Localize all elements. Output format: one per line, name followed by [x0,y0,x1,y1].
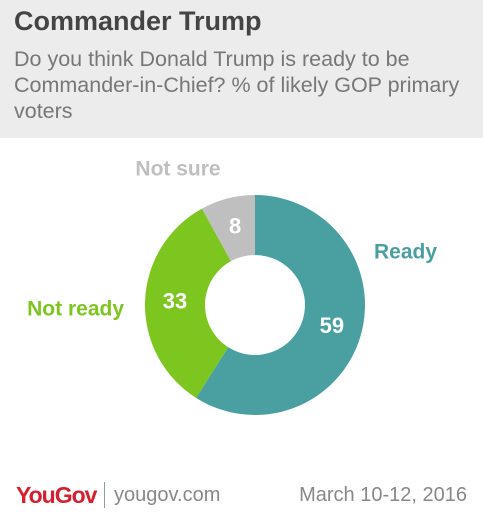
slice [202,195,255,262]
chart-title: Commander Trump [14,6,262,36]
value-label: 33 [163,288,187,313]
date: March 10-12, 2016 [299,484,467,506]
value-label: 59 [320,313,344,338]
brand-logo: YouGov [16,482,97,508]
category-label: Not ready [27,298,124,321]
value-label: 8 [229,213,241,238]
separator [104,482,105,508]
category-label: Ready [374,241,437,264]
chart-subtitle: Do you think Donald Trump is ready to be… [14,47,460,123]
header: Commander Trump Do you think Donald Trum… [0,0,483,138]
category-label: Not sure [135,158,220,181]
slice [196,194,366,415]
slice [144,208,231,398]
website: yougov.com [114,484,221,506]
